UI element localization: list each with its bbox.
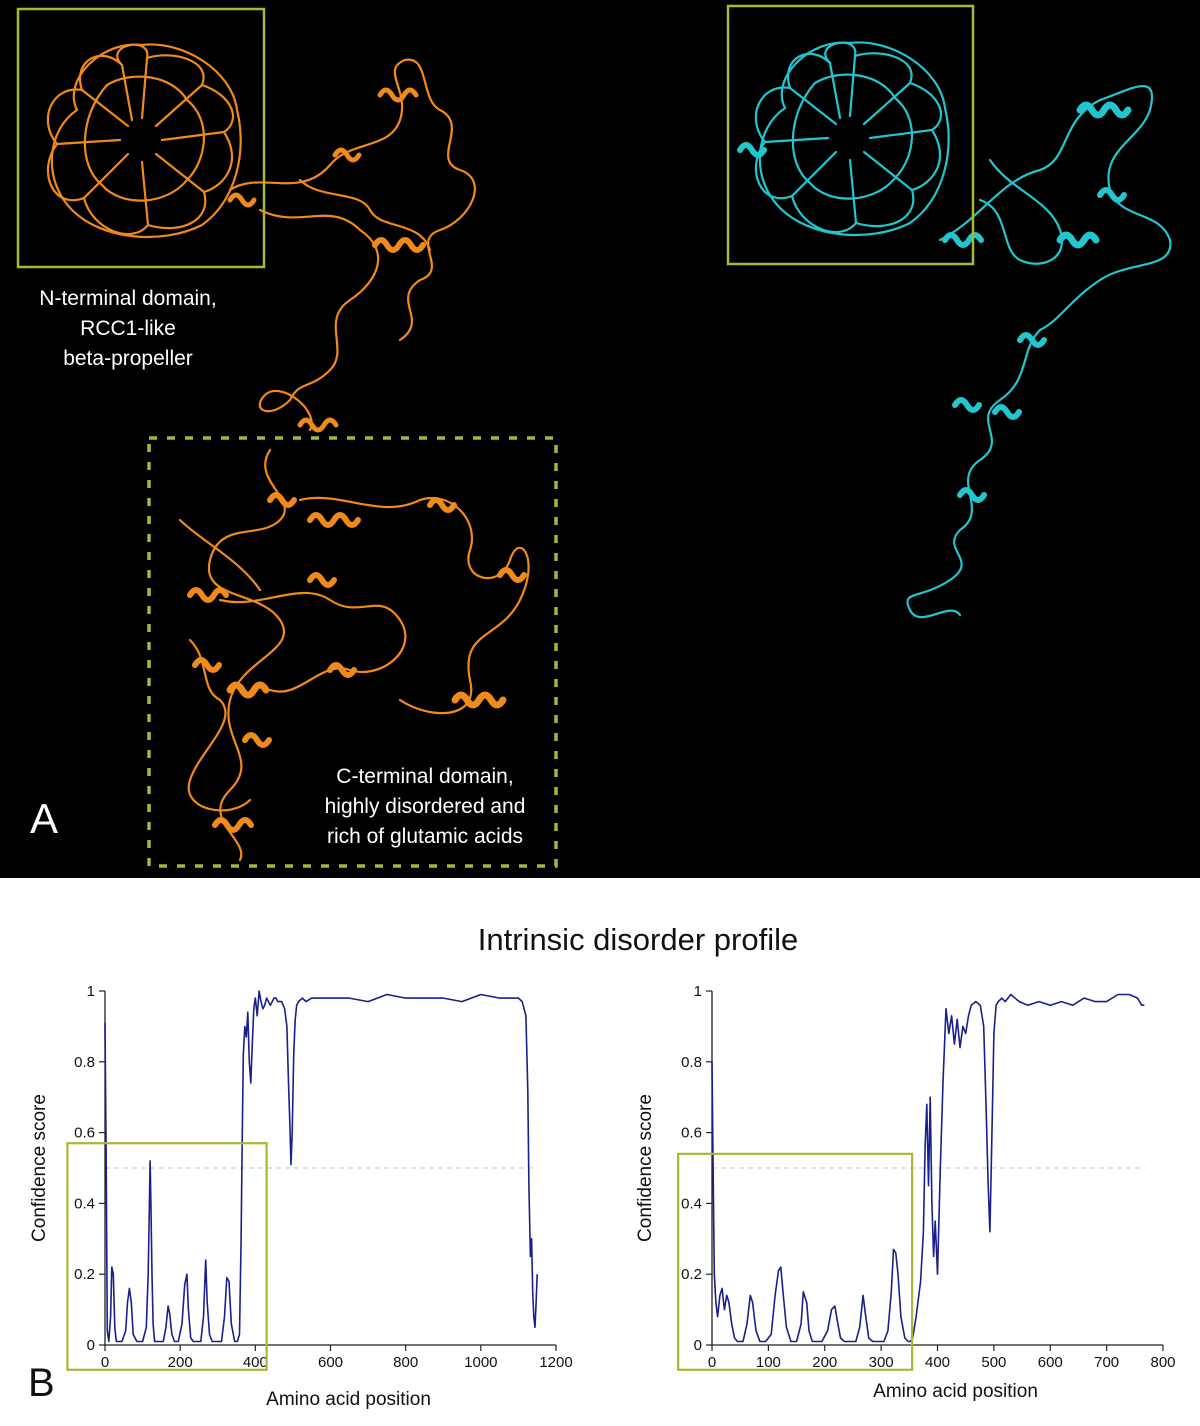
c-terminal-label-line-3: rich of glutamic acids bbox=[327, 825, 523, 848]
x-tick-label: 700 bbox=[1094, 1354, 1119, 1371]
y-tick-label: 0.6 bbox=[74, 1125, 95, 1142]
x-tick-label: 300 bbox=[869, 1354, 894, 1371]
y-tick-label: 0.8 bbox=[681, 1054, 702, 1071]
disorder-series-line bbox=[104, 990, 538, 1343]
right-protein-structure bbox=[737, 41, 1172, 619]
y-tick-label: 0.8 bbox=[74, 1054, 95, 1071]
y-tick-label: 0 bbox=[87, 1337, 95, 1354]
y-tick-label: 0 bbox=[694, 1337, 702, 1354]
y-tick-label: 0.2 bbox=[681, 1266, 702, 1283]
n-terminal-box-left bbox=[16, 7, 266, 269]
x-tick-label: 500 bbox=[981, 1354, 1006, 1371]
n-terminal-box-right bbox=[726, 4, 975, 266]
panel-b: Intrinsic disorder profile B 0 200 400 600 8… bbox=[28, 922, 1176, 1410]
y-tick-label: 0.2 bbox=[74, 1266, 95, 1283]
n-terminal-label-line-3: beta-propeller bbox=[63, 347, 193, 370]
left-protein-structure bbox=[46, 43, 530, 862]
n-terminal-label-line-1: N-terminal domain, bbox=[39, 287, 216, 310]
y-axis-label: Confidence score bbox=[29, 1094, 50, 1242]
y-tick-label: 0.4 bbox=[681, 1195, 702, 1212]
y-tick-label: 1 bbox=[694, 983, 702, 1000]
chart-left: 0 200 400 600 800 1000 1200 0 0.2 0.4 0.6 0.8 1 Amino… bbox=[29, 983, 573, 1410]
x-tick-label: 800 bbox=[393, 1354, 418, 1371]
panel-a-letter: A bbox=[30, 795, 58, 842]
x-tick-label: 0 bbox=[101, 1354, 109, 1371]
c-terminal-label-line-2: highly disordered and bbox=[325, 795, 526, 818]
x-tick-label: 1200 bbox=[539, 1354, 572, 1371]
x-tick-label: 0 bbox=[708, 1354, 716, 1371]
c-terminal-label-line-1: C-terminal domain, bbox=[336, 765, 513, 788]
x-tick-label: 600 bbox=[1038, 1354, 1063, 1371]
x-tick-label: 800 bbox=[1150, 1354, 1175, 1371]
y-axis-label: Confidence score bbox=[635, 1094, 656, 1242]
chart-right: 0 100 200 300 400 500 600 700 800 0 0.2 0.4 0.6 0.8 1 A… bbox=[635, 983, 1176, 1402]
x-tick-label: 200 bbox=[812, 1354, 837, 1371]
x-tick-label: 400 bbox=[925, 1354, 950, 1371]
x-tick-label: 100 bbox=[756, 1354, 781, 1371]
panel-a: N-terminal domain, RCC1-like beta-propel… bbox=[0, 0, 1200, 878]
c-terminal-box bbox=[147, 436, 558, 868]
x-tick-label: 1000 bbox=[464, 1354, 497, 1371]
structured-region-box bbox=[66, 1142, 268, 1371]
right-beta-propeller bbox=[754, 41, 950, 237]
x-axis-label: Amino acid position bbox=[873, 1381, 1038, 1402]
panel-a-background bbox=[0, 0, 1200, 878]
x-tick-label: 400 bbox=[243, 1354, 268, 1371]
x-axis-label: Amino acid position bbox=[266, 1389, 431, 1410]
n-terminal-label-line-2: RCC1-like bbox=[80, 317, 176, 340]
y-tick-label: 0.6 bbox=[681, 1125, 702, 1142]
left-beta-propeller bbox=[46, 43, 242, 239]
y-tick-label: 1 bbox=[87, 983, 95, 1000]
panel-b-letter: B bbox=[28, 1361, 55, 1405]
y-tick-label: 0.4 bbox=[74, 1195, 95, 1212]
disorder-series-line bbox=[711, 993, 1145, 1343]
structured-region-box bbox=[677, 1152, 914, 1371]
x-tick-label: 600 bbox=[318, 1354, 343, 1371]
x-tick-label: 200 bbox=[168, 1354, 193, 1371]
chart-title: Intrinsic disorder profile bbox=[478, 922, 798, 957]
